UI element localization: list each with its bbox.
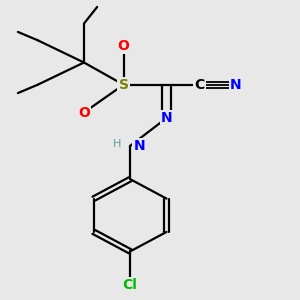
- Text: C: C: [194, 78, 205, 92]
- Text: S: S: [118, 78, 129, 92]
- Text: Cl: Cl: [123, 278, 138, 292]
- Text: N: N: [134, 139, 145, 153]
- Text: N: N: [161, 111, 172, 125]
- Text: O: O: [118, 39, 130, 53]
- Text: N: N: [230, 78, 242, 92]
- Text: O: O: [78, 106, 90, 119]
- Text: H: H: [113, 140, 121, 149]
